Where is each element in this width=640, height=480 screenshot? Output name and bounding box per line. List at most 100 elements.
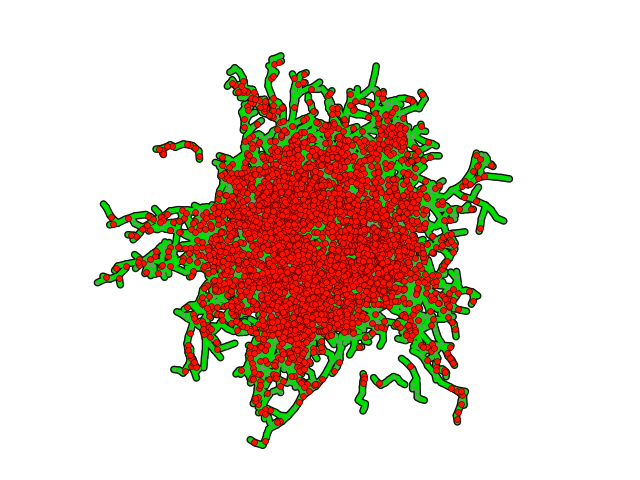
Point xyxy=(292,365,303,372)
Point xyxy=(356,243,367,251)
Point xyxy=(264,326,274,334)
Point xyxy=(262,341,272,348)
Point xyxy=(364,264,374,272)
Point xyxy=(263,291,273,299)
Point xyxy=(346,292,356,300)
Point xyxy=(288,215,298,222)
Point xyxy=(365,226,375,233)
Point xyxy=(278,166,289,174)
Point xyxy=(234,257,244,265)
Point xyxy=(408,133,418,141)
Point xyxy=(354,172,364,180)
Point xyxy=(319,276,329,284)
Point xyxy=(294,308,304,315)
Point xyxy=(254,219,264,227)
Point xyxy=(351,226,361,234)
Point xyxy=(258,277,268,285)
Point xyxy=(304,290,314,298)
Point xyxy=(301,317,312,325)
Point xyxy=(369,176,379,184)
Point xyxy=(219,169,229,177)
Point xyxy=(326,270,336,278)
Point xyxy=(381,253,392,261)
Point xyxy=(348,274,358,281)
Point xyxy=(159,248,170,255)
Point xyxy=(257,117,267,124)
Point xyxy=(156,214,166,221)
Point xyxy=(263,205,273,213)
Point xyxy=(340,243,351,251)
Point xyxy=(414,105,424,112)
Point xyxy=(377,268,387,276)
Point xyxy=(279,228,289,236)
Point xyxy=(375,247,385,254)
Point xyxy=(194,225,204,232)
Point xyxy=(252,222,262,229)
Point xyxy=(296,150,306,158)
Point xyxy=(349,209,360,216)
Point xyxy=(407,237,417,245)
Point xyxy=(313,214,323,222)
Point xyxy=(265,215,275,223)
Point xyxy=(422,194,432,202)
Point xyxy=(253,272,263,280)
Point xyxy=(351,133,362,141)
Point xyxy=(339,115,349,122)
Point xyxy=(415,125,426,133)
Point xyxy=(285,272,295,280)
Point xyxy=(380,212,390,219)
Point xyxy=(275,204,285,212)
Point xyxy=(299,379,309,386)
Point xyxy=(391,286,401,294)
Point xyxy=(304,294,314,302)
Point xyxy=(241,182,252,190)
Point xyxy=(290,185,300,192)
Point xyxy=(328,282,338,289)
Point xyxy=(323,205,333,213)
Point xyxy=(371,176,381,183)
Point xyxy=(274,151,284,158)
Point xyxy=(412,168,422,176)
Point xyxy=(198,321,209,328)
Point xyxy=(231,222,241,230)
Point xyxy=(333,287,344,295)
Point xyxy=(404,259,415,266)
Point xyxy=(341,197,351,205)
Point xyxy=(443,352,453,360)
Point xyxy=(313,268,323,276)
Point xyxy=(385,160,396,168)
Point xyxy=(327,268,337,276)
Point xyxy=(306,265,316,273)
Point xyxy=(279,173,289,180)
Point xyxy=(345,170,355,178)
Point xyxy=(280,317,290,324)
Point xyxy=(343,307,353,314)
Point xyxy=(365,254,376,262)
Point xyxy=(300,273,310,281)
Point xyxy=(190,237,200,245)
Point xyxy=(351,134,361,142)
Point xyxy=(287,146,298,154)
Point xyxy=(234,88,244,96)
Point xyxy=(365,232,376,240)
Point xyxy=(322,260,332,267)
Point xyxy=(244,234,255,242)
Point xyxy=(192,258,202,265)
Point xyxy=(314,299,324,307)
Point xyxy=(383,225,394,232)
Point xyxy=(299,236,309,244)
Point xyxy=(374,207,385,215)
Point xyxy=(276,243,286,251)
Point xyxy=(289,133,300,141)
Point xyxy=(232,252,243,260)
Point xyxy=(416,241,426,249)
Point xyxy=(302,312,312,320)
Point xyxy=(262,272,273,279)
Point xyxy=(375,266,385,274)
Point xyxy=(256,168,266,176)
Point xyxy=(270,207,280,215)
Point xyxy=(266,177,276,184)
Point xyxy=(239,229,250,237)
Point xyxy=(405,325,415,333)
Point xyxy=(341,307,351,315)
